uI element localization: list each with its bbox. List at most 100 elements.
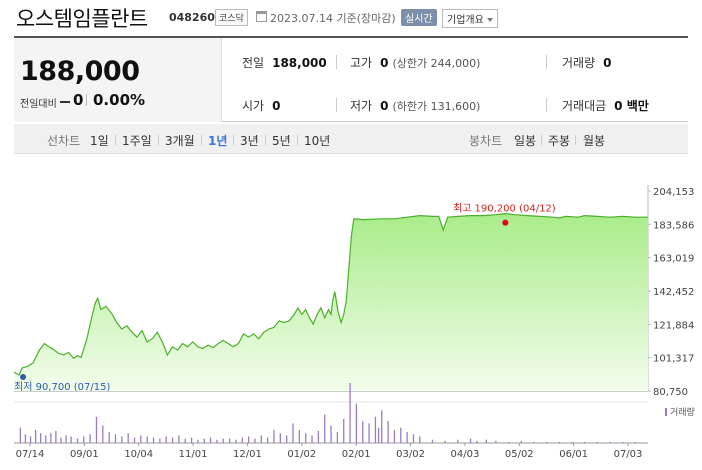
- volume-bar: [419, 436, 421, 443]
- volume-bar: [203, 438, 205, 443]
- volume-bar: [374, 416, 377, 443]
- divider: [297, 135, 298, 145]
- volume-bar: [324, 414, 326, 443]
- volume-bar: [95, 416, 98, 443]
- price-chart[interactable]: 204,153 183,586 163,019 142,452 121,884 101,3…: [0, 175, 702, 470]
- volume-bar: [444, 440, 446, 443]
- volume-bar: [83, 436, 85, 443]
- volume-bar: [520, 440, 522, 443]
- volume-bar: [45, 435, 47, 443]
- volume-bar: [305, 433, 307, 443]
- divider: [201, 135, 202, 145]
- divider: [546, 55, 547, 69]
- volume-legend: 거래량: [665, 405, 695, 418]
- volume-bar: [190, 437, 193, 443]
- company-info-button[interactable]: 기업개요: [442, 9, 498, 28]
- volume-bar: [40, 433, 42, 443]
- x-tick-label: 03/02: [396, 449, 425, 460]
- volume-bar: [558, 441, 560, 443]
- x-tick-label: 01/02: [287, 449, 316, 460]
- period-1d[interactable]: 1일: [90, 134, 109, 148]
- volume-bar: [368, 423, 370, 443]
- period-1w[interactable]: 1주일: [122, 134, 152, 148]
- x-tick-label: 02/01: [342, 449, 371, 460]
- volume-bar: [469, 438, 472, 443]
- period-1y[interactable]: 1년: [208, 134, 228, 148]
- volume-bar: [400, 427, 402, 443]
- divider: [336, 98, 337, 112]
- volume-bar: [273, 429, 275, 443]
- candle-weekly[interactable]: 주봉: [548, 134, 571, 148]
- realtime-button[interactable]: 실시간: [401, 9, 437, 26]
- volume-bar: [298, 429, 300, 443]
- volume-bar: [279, 433, 281, 443]
- divider: [115, 135, 116, 145]
- volume-bar: [362, 421, 364, 443]
- y-tick-label: 101,317: [653, 354, 694, 365]
- as-of-date: 2023.07.14 기준(장마감): [270, 12, 396, 25]
- volume-bar: [457, 439, 459, 443]
- volume-bar: [292, 423, 294, 443]
- volume-bar: [222, 438, 224, 443]
- volume-bar: [387, 421, 389, 443]
- volume-bar: [317, 431, 320, 443]
- stat-label: 고가: [350, 56, 373, 70]
- volume-bar: [60, 437, 62, 443]
- change-label: 전일대비: [20, 99, 57, 110]
- volume-bar: [108, 432, 110, 443]
- stat-value: 188,000: [272, 56, 327, 70]
- volume-bar: [377, 427, 380, 443]
- x-tick-label: 07/14: [16, 449, 45, 460]
- y-tick-label: 121,884: [653, 320, 694, 331]
- line-chart-label: 선차트: [47, 134, 81, 148]
- stat-open: 시가 0: [242, 97, 280, 114]
- period-10y[interactable]: 10년: [304, 134, 331, 148]
- stock-code: 048260: [169, 11, 215, 24]
- stat-label: 거래대금: [562, 99, 607, 113]
- y-tick-label: 204,153: [653, 187, 694, 198]
- volume-bar: [571, 441, 573, 443]
- market-badge: 코스닥: [215, 9, 248, 26]
- volume-bar: [545, 441, 548, 443]
- stat-value: 0 백만: [614, 99, 649, 113]
- price-area: [14, 213, 648, 391]
- volume-bar: [76, 438, 79, 443]
- max-point-marker: [502, 219, 509, 226]
- stat-value: 0: [603, 56, 612, 70]
- volume-bar: [121, 436, 123, 443]
- stat-value: 0: [380, 56, 389, 70]
- candle-daily[interactable]: 일봉: [514, 134, 537, 148]
- period-3m[interactable]: 3개월: [165, 134, 195, 148]
- volume-bar: [184, 438, 186, 443]
- divider: [336, 55, 337, 69]
- x-tick-label: 10/04: [124, 449, 153, 460]
- volume-bar: [209, 437, 212, 443]
- stat-label: 저가: [350, 99, 373, 113]
- volume-bar: [507, 441, 510, 443]
- stat-volume: 거래량 0: [562, 54, 611, 71]
- y-tick-label: 142,452: [653, 287, 694, 298]
- volume-bar: [336, 432, 339, 443]
- candle-chart-label: 봉차트: [469, 134, 503, 148]
- upper-limit: (상한가 244,000): [392, 57, 481, 70]
- period-5y[interactable]: 5년: [272, 134, 291, 148]
- volume-bar: [267, 437, 269, 443]
- volume-bar: [102, 425, 104, 443]
- volume-bar: [286, 435, 288, 443]
- y-tick-label: 163,019: [653, 254, 694, 265]
- volume-bar: [349, 383, 351, 443]
- volume-bar: [50, 433, 52, 443]
- candle-monthly[interactable]: 월봉: [583, 134, 606, 148]
- volume-bar: [622, 441, 624, 443]
- volume-bar: [412, 434, 415, 443]
- volume-bar: [127, 433, 129, 443]
- stat-label: 거래량: [562, 56, 596, 70]
- divider: [541, 135, 542, 145]
- volume-bar: [24, 434, 27, 443]
- volume-bar: [89, 434, 91, 443]
- stat-prev-close: 전일 188,000: [242, 54, 327, 71]
- volume-bar: [311, 435, 313, 443]
- stat-label: 전일: [242, 56, 265, 70]
- period-3y[interactable]: 3년: [240, 134, 259, 148]
- volume-bar: [29, 436, 32, 443]
